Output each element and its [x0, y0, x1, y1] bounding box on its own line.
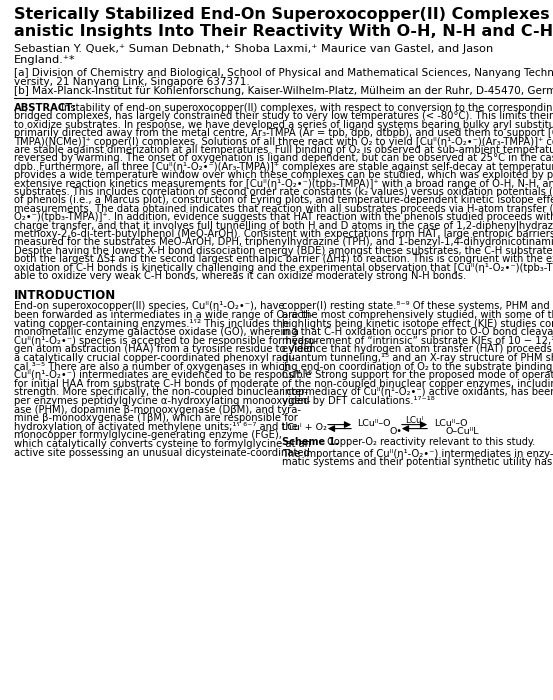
Text: vating copper-containing enzymes.¹ˤ² This includes the: vating copper-containing enzymes.¹ˤ² Thi…: [14, 318, 289, 328]
Text: copper(I) resting state.⁸⁻⁹ Of these systems, PHM and DβM: copper(I) resting state.⁸⁻⁹ Of these sys…: [282, 302, 553, 312]
Text: of the non-coupled binuclear copper enzymes, including the: of the non-coupled binuclear copper enzy…: [282, 379, 553, 389]
Text: gen atom abstraction (HAA) from a tyrosine residue to yield: gen atom abstraction (HAA) from a tyrosi…: [14, 344, 313, 354]
Text: The importance of Cuᴵᴵ(η¹-O₂•⁻) intermediates in enzy-: The importance of Cuᴵᴵ(η¹-O₂•⁻) intermed…: [282, 449, 553, 458]
Text: O•: O•: [389, 426, 402, 435]
Text: substrates. This includes correlation of second order rate constants (k₂ values): substrates. This includes correlation of…: [14, 187, 553, 197]
Text: are stable against dimerization at all temperatures. Full binding of O₂ is obser: are stable against dimerization at all t…: [14, 145, 553, 155]
Text: LCuᴵ + O₂: LCuᴵ + O₂: [282, 423, 327, 432]
Text: ing that C-H oxidation occurs prior to O-O bond cleavage,¹⁰⁻¹²: ing that C-H oxidation occurs prior to O…: [282, 327, 553, 337]
Text: methoxy-2,6-di-tert-butylphenol (MeO-ArOH). Consistent with expectations from HA: methoxy-2,6-di-tert-butylphenol (MeO-ArO…: [14, 229, 553, 239]
Text: monocopper formylglycine-generating enzyme (FGE),: monocopper formylglycine-generating enzy…: [14, 430, 282, 440]
Text: [a] Division of Chemistry and Biological, School of Physical and Mathematical Sc: [a] Division of Chemistry and Biological…: [14, 68, 553, 78]
Text: strength. More specifically, the non-coupled binuclear cop-: strength. More specifically, the non-cou…: [14, 387, 308, 398]
Text: active site possessing an unusual dicysteinate-coordinated: active site possessing an unusual dicyst…: [14, 447, 310, 458]
Text: End-on superoxocopper(II) species, Cuᴵᴵ(η¹-O₂•⁻), have: End-on superoxocopper(II) species, Cuᴵᴵ(…: [14, 302, 285, 312]
Text: Instability of end-on superoxocopper(II) complexes, with respect to conversion t: Instability of end-on superoxocopper(II)…: [58, 103, 553, 113]
Text: highlights being kinetic isotope effect (KIE) studies confirm-: highlights being kinetic isotope effect …: [282, 318, 553, 328]
Text: monometallic enzyme galactose oxidase (GO), wherein a: monometallic enzyme galactose oxidase (G…: [14, 327, 299, 337]
Text: cal.³⁻⁵ There are also a number of oxygenases in which: cal.³⁻⁵ There are also a number of oxyge…: [14, 362, 290, 372]
Text: measurements. The data obtained indicates that reaction with all substrates proc: measurements. The data obtained indicate…: [14, 204, 553, 214]
Text: Despite having the lowest X-H bond dissociation energy (BDE) amongst these subst: Despite having the lowest X-H bond disso…: [14, 246, 553, 256]
Text: measurement of “intrinsic” substrate KIEs of 10 − 12,¹¹ˤ¹³: measurement of “intrinsic” substrate KIE…: [282, 336, 553, 346]
Text: quantum tunneling,¹⁵ and an X-ray structure of PHM show-: quantum tunneling,¹⁵ and an X-ray struct…: [282, 353, 553, 363]
Text: provides a wide temperature window over which these complexes can be studied, wh: provides a wide temperature window over …: [14, 170, 553, 180]
Text: hydroxylation of activated methylene units;¹ˤ ⁶⁻⁷ and the: hydroxylation of activated methylene uni…: [14, 422, 298, 432]
Text: per enzymes peptidylglycine α-hydroxylating monooxygen-: per enzymes peptidylglycine α-hydroxylat…: [14, 396, 311, 406]
Text: charge transfer, and that it involves full tunnelling of both H and D atoms in t: charge transfer, and that it involves fu…: [14, 220, 553, 230]
Text: a catalytically crucial copper-coordinated phenoxyl radi-: a catalytically crucial copper-coordinat…: [14, 353, 295, 363]
Text: bridged complexes, has largely constrained their study to very low temperatures : bridged complexes, has largely constrain…: [14, 111, 553, 121]
Text: measured for the substrates MeO-ArOH, DPH, triphenylhydrazine (TPH), and 1-benzy: measured for the substrates MeO-ArOH, DP…: [14, 237, 553, 247]
Text: Sterically Stabilized End-On Superoxocopper(II) Complexes and Mech-: Sterically Stabilized End-On Superoxocop…: [14, 7, 553, 22]
Text: Scheme 1.: Scheme 1.: [282, 437, 339, 447]
Text: vided by DFT calculations.¹⁷⁻¹⁸: vided by DFT calculations.¹⁷⁻¹⁸: [282, 396, 435, 406]
Text: England.⁺*: England.⁺*: [14, 55, 76, 65]
Text: LCuᴵᴵ–O: LCuᴵᴵ–O: [357, 419, 390, 428]
Text: Cuᴵᴵ(η¹-O₂•⁻) species is accepted to be responsible for hydro-: Cuᴵᴵ(η¹-O₂•⁻) species is accepted to be …: [14, 336, 318, 346]
Text: Sebastian Y. Quek,⁺ Suman Debnath,⁺ Shoba Laxmi,⁺ Maurice van Gastel, and Jason: Sebastian Y. Quek,⁺ Suman Debnath,⁺ Shob…: [14, 44, 493, 54]
Text: are the most comprehensively studied, with some of the: are the most comprehensively studied, wi…: [282, 310, 553, 320]
Text: which catalytically converts cysteine to formylglycine at an: which catalytically converts cysteine to…: [14, 439, 311, 449]
Text: ing end-on coordination of O₂ to the substrate binding site: ing end-on coordination of O₂ to the sub…: [282, 362, 553, 372]
Text: INTRODUCTION: INTRODUCTION: [14, 289, 116, 302]
Text: evidence that hydrogen atom transfer (HAT) proceeds via: evidence that hydrogen atom transfer (HA…: [282, 344, 553, 354]
Text: O₂•⁻)(tpb₃-TMPA)]⁺. In addition, evidence suggests that HAT reaction with the ph: O₂•⁻)(tpb₃-TMPA)]⁺. In addition, evidenc…: [14, 212, 553, 222]
Text: intermediacy of Cuᴵᴵ(η¹-O₂•⁻) active oxidants, has been pro-: intermediacy of Cuᴵᴵ(η¹-O₂•⁻) active oxi…: [282, 387, 553, 398]
Text: of phenols (i.e., a Marcus plot), construction of Eyring plots, and temperature-: of phenols (i.e., a Marcus plot), constr…: [14, 195, 553, 205]
Text: [b] Max-Planck-Institut für Kohlenforschung, Kaiser-Wilhelm-Platz, Mülheim an de: [b] Max-Planck-Institut für Kohlenforsch…: [14, 86, 553, 96]
Text: O–CuᴵᴵL: O–CuᴵᴵL: [446, 426, 479, 435]
Text: able to oxidize very weak C-H bonds, whereas it can oxidize moderately strong N-: able to oxidize very weak C-H bonds, whe…: [14, 271, 466, 281]
Text: dpb. Furthermore, all three [Cuᴵᴵ(η¹-O₂•⁻)(Ar₃-TMPA)]⁺ complexes are stable agai: dpb. Furthermore, all three [Cuᴵᴵ(η¹-O₂•…: [14, 162, 553, 172]
Text: oxidation of C-H bonds is kinetically challenging and the experimental observati: oxidation of C-H bonds is kinetically ch…: [14, 262, 553, 272]
Text: Copper-O₂ reactivity relevant to this study.: Copper-O₂ reactivity relevant to this st…: [324, 437, 535, 447]
Text: been forwarded as intermediates in a wide range of O₂ acti-: been forwarded as intermediates in a wid…: [14, 310, 314, 320]
Text: matic systems and their potential synthetic utility has: matic systems and their potential synthe…: [282, 457, 552, 467]
Text: Cuᴵᴵ(η¹-O₂•⁻) intermediates are evidenced to be responsible: Cuᴵᴵ(η¹-O₂•⁻) intermediates are evidence…: [14, 370, 312, 380]
Text: TMPA)(NCMe)]⁺ copper(I) complexes. Solutions of all three react with O₂ to yield: TMPA)(NCMe)]⁺ copper(I) complexes. Solut…: [14, 136, 553, 146]
Text: primarily directed away from the metal centre, Ar₃-TMPA (Ar = tpb, dpb, dtbpb), : primarily directed away from the metal c…: [14, 128, 553, 138]
Text: extensive reaction kinetics measurements for [Cuᴵᴵ(η¹-O₂•⁻)(tpb₃-TMPA)]⁺ with a : extensive reaction kinetics measurements…: [14, 178, 553, 188]
Text: anistic Insights Into Their Reactivity With O-H, N-H and C-H Substrates.: anistic Insights Into Their Reactivity W…: [14, 24, 553, 39]
Text: mine β-monooxygenase (TβM), which are responsible for: mine β-monooxygenase (TβM), which are re…: [14, 413, 298, 424]
Text: both the largest ΔS‡ and the second largest enthalpic barrier (ΔH‡) to reaction.: both the largest ΔS‡ and the second larg…: [14, 254, 553, 264]
Text: ase (PHM), dopamine β-monooxygenase (DβM), and tyra-: ase (PHM), dopamine β-monooxygenase (DβM…: [14, 405, 301, 414]
Text: to oxidize substrates. In response, we have developed a series of ligand systems: to oxidize substrates. In response, we h…: [14, 120, 553, 130]
Text: Cuᴹ.¹⁶ Strong support for the proposed mode of operation: Cuᴹ.¹⁶ Strong support for the proposed m…: [282, 370, 553, 380]
Text: versity, 21 Nanyang Link, Singapore 637371.: versity, 21 Nanyang Link, Singapore 6373…: [14, 77, 250, 87]
Text: LCuᴵᴵ–O: LCuᴵᴵ–O: [434, 419, 467, 428]
Text: ABSTRACT:: ABSTRACT:: [14, 103, 77, 113]
Text: LCuᴵ: LCuᴵ: [405, 416, 424, 425]
Text: for initial HAA from substrate C-H bonds of moderate: for initial HAA from substrate C-H bonds…: [14, 379, 279, 389]
Text: reversed by warming. The onset of oxygenation is ligand dependent, but can be ob: reversed by warming. The onset of oxygen…: [14, 153, 553, 163]
